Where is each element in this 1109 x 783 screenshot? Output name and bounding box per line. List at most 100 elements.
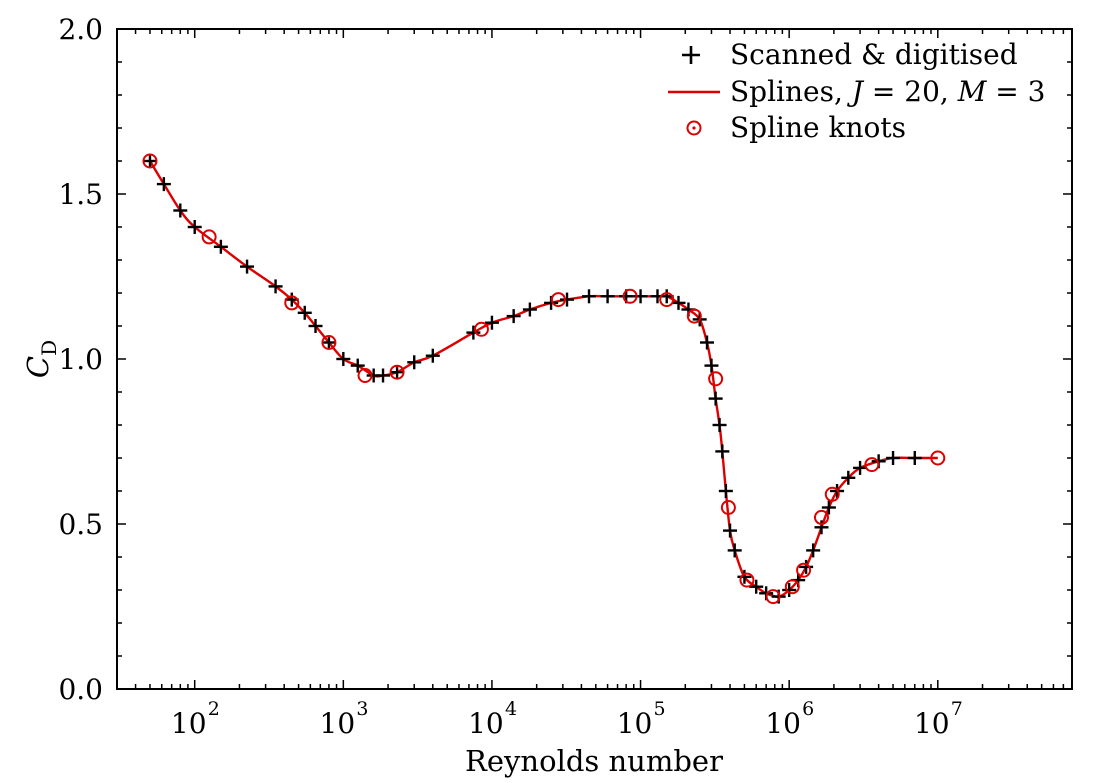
- scanned-point: [522, 302, 537, 317]
- spline-knot: [720, 500, 736, 515]
- scanned-point: [506, 309, 521, 324]
- spline-knot: [739, 572, 755, 588]
- x-tick-exponent: 7: [951, 698, 963, 720]
- scanned-point: [700, 335, 715, 350]
- spline-knot: [550, 292, 566, 308]
- scanned-point: [853, 460, 868, 475]
- scanned-point: [321, 335, 336, 350]
- scanned-point: [142, 154, 157, 168]
- knot-series: [142, 153, 946, 605]
- spline-knot: [284, 295, 300, 311]
- scanned-point: [712, 418, 727, 432]
- scanned-point: [560, 292, 575, 307]
- scanned-point: [156, 177, 171, 192]
- scanned-point: [723, 523, 738, 538]
- scanned-point: [268, 279, 283, 294]
- x-tick-label: 10: [171, 707, 207, 740]
- scanned-point: [708, 391, 723, 406]
- scanned-point: [390, 365, 405, 380]
- x-tick-label: 10: [617, 707, 653, 740]
- scanned-point: [240, 259, 255, 274]
- scanned-point: [886, 451, 901, 465]
- y-label-sub: D: [37, 340, 61, 356]
- x-tick-label: 10: [468, 707, 504, 740]
- scanned-point: [213, 239, 228, 254]
- x-tick-label: 10: [320, 707, 356, 740]
- scanned-point: [821, 500, 836, 515]
- scanned-point: [425, 348, 440, 363]
- y-tick-label: 1.0: [58, 343, 103, 376]
- spline-knot: [201, 229, 217, 245]
- y-tick-label: 0.5: [58, 508, 103, 541]
- legend-label-splines: Splines, J = 20, M = 3: [730, 75, 1045, 108]
- spline-knot: [357, 368, 373, 383]
- x-tick-exponent: 3: [356, 698, 368, 720]
- scanned-point: [718, 484, 733, 498]
- x-tick-exponent: 2: [208, 698, 220, 720]
- y-label-main: C: [21, 356, 55, 378]
- scanned-point: [407, 355, 422, 370]
- scanned-point: [806, 543, 821, 558]
- scanned-point: [749, 579, 764, 594]
- spline-knot: [622, 288, 638, 304]
- spline-knot: [784, 579, 800, 595]
- x-axis: 10 2 10 3 10 4 10 5 10 6 10 7: [116, 29, 1073, 740]
- scanned-point: [841, 470, 856, 485]
- y-axis-label: CD: [21, 340, 61, 378]
- scanned-point: [336, 352, 351, 366]
- spline-knot: [389, 364, 405, 380]
- y-tick-label: 2.0: [58, 13, 103, 46]
- x-tick-label: 10: [765, 707, 801, 740]
- scanned-point: [704, 358, 719, 373]
- scanned-point: [350, 358, 365, 373]
- x-tick-exponent: 6: [802, 698, 814, 720]
- y-axis: 0.0 0.5 1.0 1.5 2.0: [58, 13, 1072, 706]
- spline-knot: [321, 335, 337, 350]
- plot-frame: [116, 28, 1073, 690]
- spline-knot: [473, 321, 489, 337]
- scanned-point: [799, 559, 814, 574]
- legend-ring-marker: [686, 120, 702, 136]
- scanned-point: [187, 220, 202, 234]
- scanned-series: [142, 154, 922, 604]
- y-tick-label: 0.0: [58, 673, 103, 706]
- scanned-point: [737, 569, 752, 584]
- spline-knot: [930, 450, 946, 466]
- spline-knot: [796, 562, 812, 578]
- legend-label-scanned: Scanned & digitised: [730, 38, 1018, 71]
- scanned-point: [782, 583, 797, 597]
- spline-series: [148, 160, 938, 598]
- scanned-point: [297, 305, 312, 320]
- spline-knot: [708, 371, 724, 387]
- spline-knot: [813, 509, 829, 525]
- scanned-point: [814, 520, 829, 535]
- y-tick-label: 1.5: [58, 178, 103, 211]
- scanned-point: [727, 543, 742, 558]
- scanned-point: [907, 451, 922, 465]
- spline-knot: [659, 292, 675, 308]
- legend: Scanned & digitised Splines, J = 20, M =…: [668, 38, 1045, 144]
- x-tick-exponent: 4: [505, 698, 517, 720]
- scanned-point: [600, 289, 615, 304]
- svg-text:CD: CD: [21, 340, 61, 378]
- scanned-point: [376, 368, 391, 383]
- spline-knot: [765, 589, 781, 605]
- scanned-point: [173, 203, 188, 218]
- x-tick-exponent: 5: [654, 698, 666, 720]
- spline-knot: [864, 457, 880, 473]
- spline-knot: [824, 486, 840, 502]
- scanned-point: [671, 295, 686, 310]
- spline-knot: [142, 153, 158, 169]
- legend-plus-marker: [682, 46, 700, 64]
- spline-knot: [686, 308, 702, 324]
- x-axis-label: Reynolds number: [465, 744, 723, 778]
- x-tick-label: 10: [914, 707, 950, 740]
- scanned-point: [484, 315, 499, 330]
- legend-label-knots: Spline knots: [730, 111, 906, 144]
- scanned-point: [715, 444, 730, 459]
- scanned-point: [582, 289, 597, 304]
- scanned-point: [466, 325, 481, 340]
- scanned-point: [308, 319, 323, 333]
- spline-curve: [148, 160, 938, 598]
